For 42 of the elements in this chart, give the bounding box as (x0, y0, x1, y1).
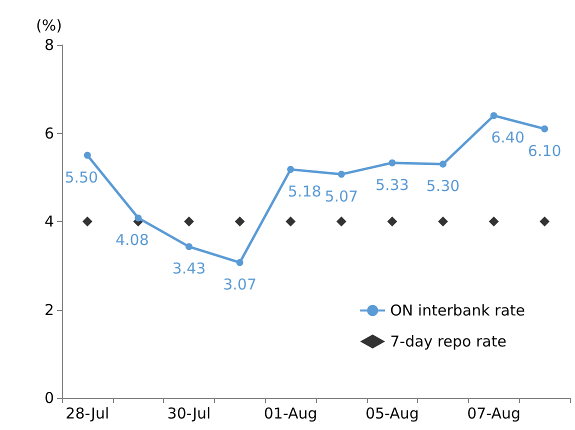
point (236, 259, 244, 266)
data-label: 3.43 (172, 260, 206, 278)
x-tick-label: 28-Jul (66, 404, 110, 422)
point (82, 216, 92, 226)
point (438, 216, 448, 226)
legend-label: ON interbank rate (390, 302, 525, 320)
point (387, 216, 398, 226)
x-tick-label: 30-Jul (167, 404, 211, 422)
y-axis-title: (%) (36, 16, 62, 34)
point (440, 160, 446, 168)
data-label: 5.30 (426, 177, 460, 196)
point (186, 243, 192, 250)
point (488, 216, 499, 226)
point (336, 216, 346, 226)
point (540, 216, 550, 226)
data-label: 4.08 (115, 230, 149, 249)
y-tick-label: 0 (44, 389, 54, 407)
data-label: 3.07 (223, 276, 257, 294)
point (184, 216, 194, 226)
point (338, 170, 345, 178)
data-label: 5.18 (288, 182, 322, 200)
point (287, 166, 294, 173)
data-label: 6.10 (528, 142, 562, 160)
point (84, 152, 91, 159)
x-tick-label: 01-Aug (264, 404, 318, 422)
data-label: 5.33 (375, 176, 409, 194)
y-tick-label: 4 (44, 212, 54, 230)
x-tick-label: 05-Aug (365, 404, 419, 422)
legend-label: 7-day repo rate (390, 332, 506, 350)
point (388, 159, 396, 166)
point (541, 125, 548, 132)
data-label: 5.50 (64, 168, 98, 186)
y-tick-label: 8 (44, 36, 54, 54)
point (234, 216, 245, 226)
x-tick-label: 07-Aug (467, 404, 521, 422)
point (490, 112, 498, 120)
y-tick-label: 6 (44, 124, 54, 142)
point (134, 214, 142, 222)
data-label: 5.07 (324, 187, 358, 206)
data-label: 6.40 (491, 128, 525, 147)
point (286, 216, 296, 226)
y-tick-label: 2 (44, 300, 54, 319)
